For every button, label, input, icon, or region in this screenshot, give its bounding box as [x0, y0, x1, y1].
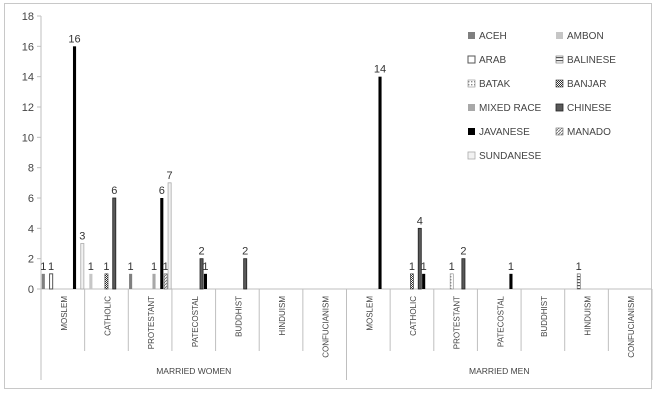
y-tick-label: 18	[22, 11, 34, 23]
legend-label: JAVANESE	[479, 127, 530, 138]
bar-manado	[163, 273, 168, 290]
legend-swatch-balinese	[555, 55, 564, 64]
bar-sundanese	[80, 243, 85, 290]
legend-label: BANJAR	[567, 79, 606, 90]
legend-swatch-banjar	[555, 79, 564, 88]
bar-aceh	[41, 273, 45, 289]
data-label: 1	[103, 261, 109, 273]
data-label: 1	[88, 261, 94, 273]
bar-chinese	[461, 258, 466, 290]
bar-javanese	[378, 76, 382, 290]
x-category-label: BUDDHIST	[540, 296, 549, 337]
bar-javanese	[72, 46, 77, 290]
data-label: 1	[48, 261, 54, 273]
data-label: 1	[163, 261, 169, 273]
data-label: 6	[159, 185, 165, 197]
legend-swatch-mixed-race	[468, 104, 475, 111]
bar-chinese	[199, 258, 204, 290]
data-label: 2	[460, 246, 466, 258]
data-label: 1	[576, 261, 582, 273]
bar-batak	[449, 273, 454, 290]
legend-swatch-aceh	[468, 32, 475, 39]
bar-aceh	[129, 273, 133, 289]
data-label: 16	[68, 33, 80, 45]
bar-chinese	[112, 197, 117, 290]
data-label: 1	[421, 261, 427, 273]
x-category-label: HINDUISM	[278, 296, 287, 336]
data-label: 1	[40, 261, 46, 273]
bar-banjar	[410, 273, 414, 290]
legend-swatch-arab	[467, 55, 476, 64]
y-tick-label: 10	[22, 132, 34, 144]
bar-javanese	[203, 273, 207, 289]
y-tick-label: 16	[22, 41, 34, 53]
data-label: 3	[79, 231, 85, 243]
legend-swatch-javanese	[468, 128, 475, 135]
data-label: 7	[167, 170, 173, 182]
bar-javanese	[422, 273, 426, 289]
legend-label: ARAB	[479, 55, 507, 66]
x-category-label: PATECOSTAL	[496, 295, 505, 347]
data-label: 1	[508, 261, 514, 273]
data-label: 2	[242, 246, 248, 258]
data-label: 1	[202, 261, 208, 273]
legend-swatch-batak	[467, 79, 476, 88]
legend-label: SUNDANESE	[479, 151, 542, 162]
x-category-label: CONFUCIANISM	[627, 296, 636, 358]
x-category-label: PATECOSTAL	[191, 295, 200, 347]
legend-swatch-ambon	[556, 32, 563, 39]
y-tick-label: 6	[28, 193, 34, 205]
x-category-label: CATHOLIC	[409, 296, 418, 336]
chart-frame	[4, 3, 652, 389]
legend-label: BATAK	[479, 79, 511, 90]
legend-label: AMBON	[567, 31, 604, 42]
legend-label: ACEH	[479, 31, 507, 42]
y-tick-label: 2	[28, 254, 34, 266]
legend-label: MANADO	[567, 127, 611, 138]
bar-arab	[49, 273, 54, 290]
data-label: 1	[409, 261, 415, 273]
bar-javanese	[509, 273, 513, 289]
data-label: 1	[151, 261, 157, 273]
legend-label: CHINESE	[567, 103, 612, 114]
legend-label: BALINESE	[567, 55, 616, 66]
x-category-label: BUDDHIST	[234, 296, 243, 337]
y-tick-label: 8	[28, 163, 34, 175]
bar-balinese	[576, 273, 581, 290]
data-label: 14	[374, 64, 386, 76]
x-group-label: MARRIED WOMEN	[156, 366, 231, 376]
x-category-label: MOSLEM	[60, 296, 69, 331]
data-label: 4	[417, 215, 423, 227]
x-category-label: PROTESTANT	[453, 296, 462, 349]
legend-label: MIXED RACE	[479, 103, 542, 114]
legend-swatch-chinese	[555, 103, 564, 112]
y-tick-label: 4	[28, 223, 34, 235]
bar-javanese	[160, 198, 164, 289]
data-label: 2	[198, 246, 204, 258]
data-label: 6	[111, 185, 117, 197]
bar-chinese	[417, 227, 422, 290]
x-category-label: CATHOLIC	[103, 296, 112, 336]
data-label: 1	[128, 261, 134, 273]
bar-ambon	[89, 273, 93, 289]
legend-swatch-sundanese	[467, 151, 476, 160]
bar-chinese	[243, 258, 248, 290]
bar-sundanese	[167, 182, 172, 290]
y-tick-label: 12	[22, 102, 34, 114]
y-tick-label: 0	[28, 284, 34, 296]
x-group-label: MARRIED MEN	[469, 366, 529, 376]
x-category-label: MOSLEM	[365, 296, 374, 331]
data-label: 1	[449, 261, 455, 273]
x-category-label: HINDUISM	[584, 296, 593, 336]
bar-mixed-race	[152, 273, 156, 289]
legend-swatch-manado	[555, 127, 564, 136]
x-category-label: CONFUCIANISM	[322, 296, 331, 358]
y-tick-label: 14	[22, 72, 34, 84]
x-category-label: PROTESTANT	[147, 296, 156, 349]
bar-banjar	[104, 273, 109, 290]
